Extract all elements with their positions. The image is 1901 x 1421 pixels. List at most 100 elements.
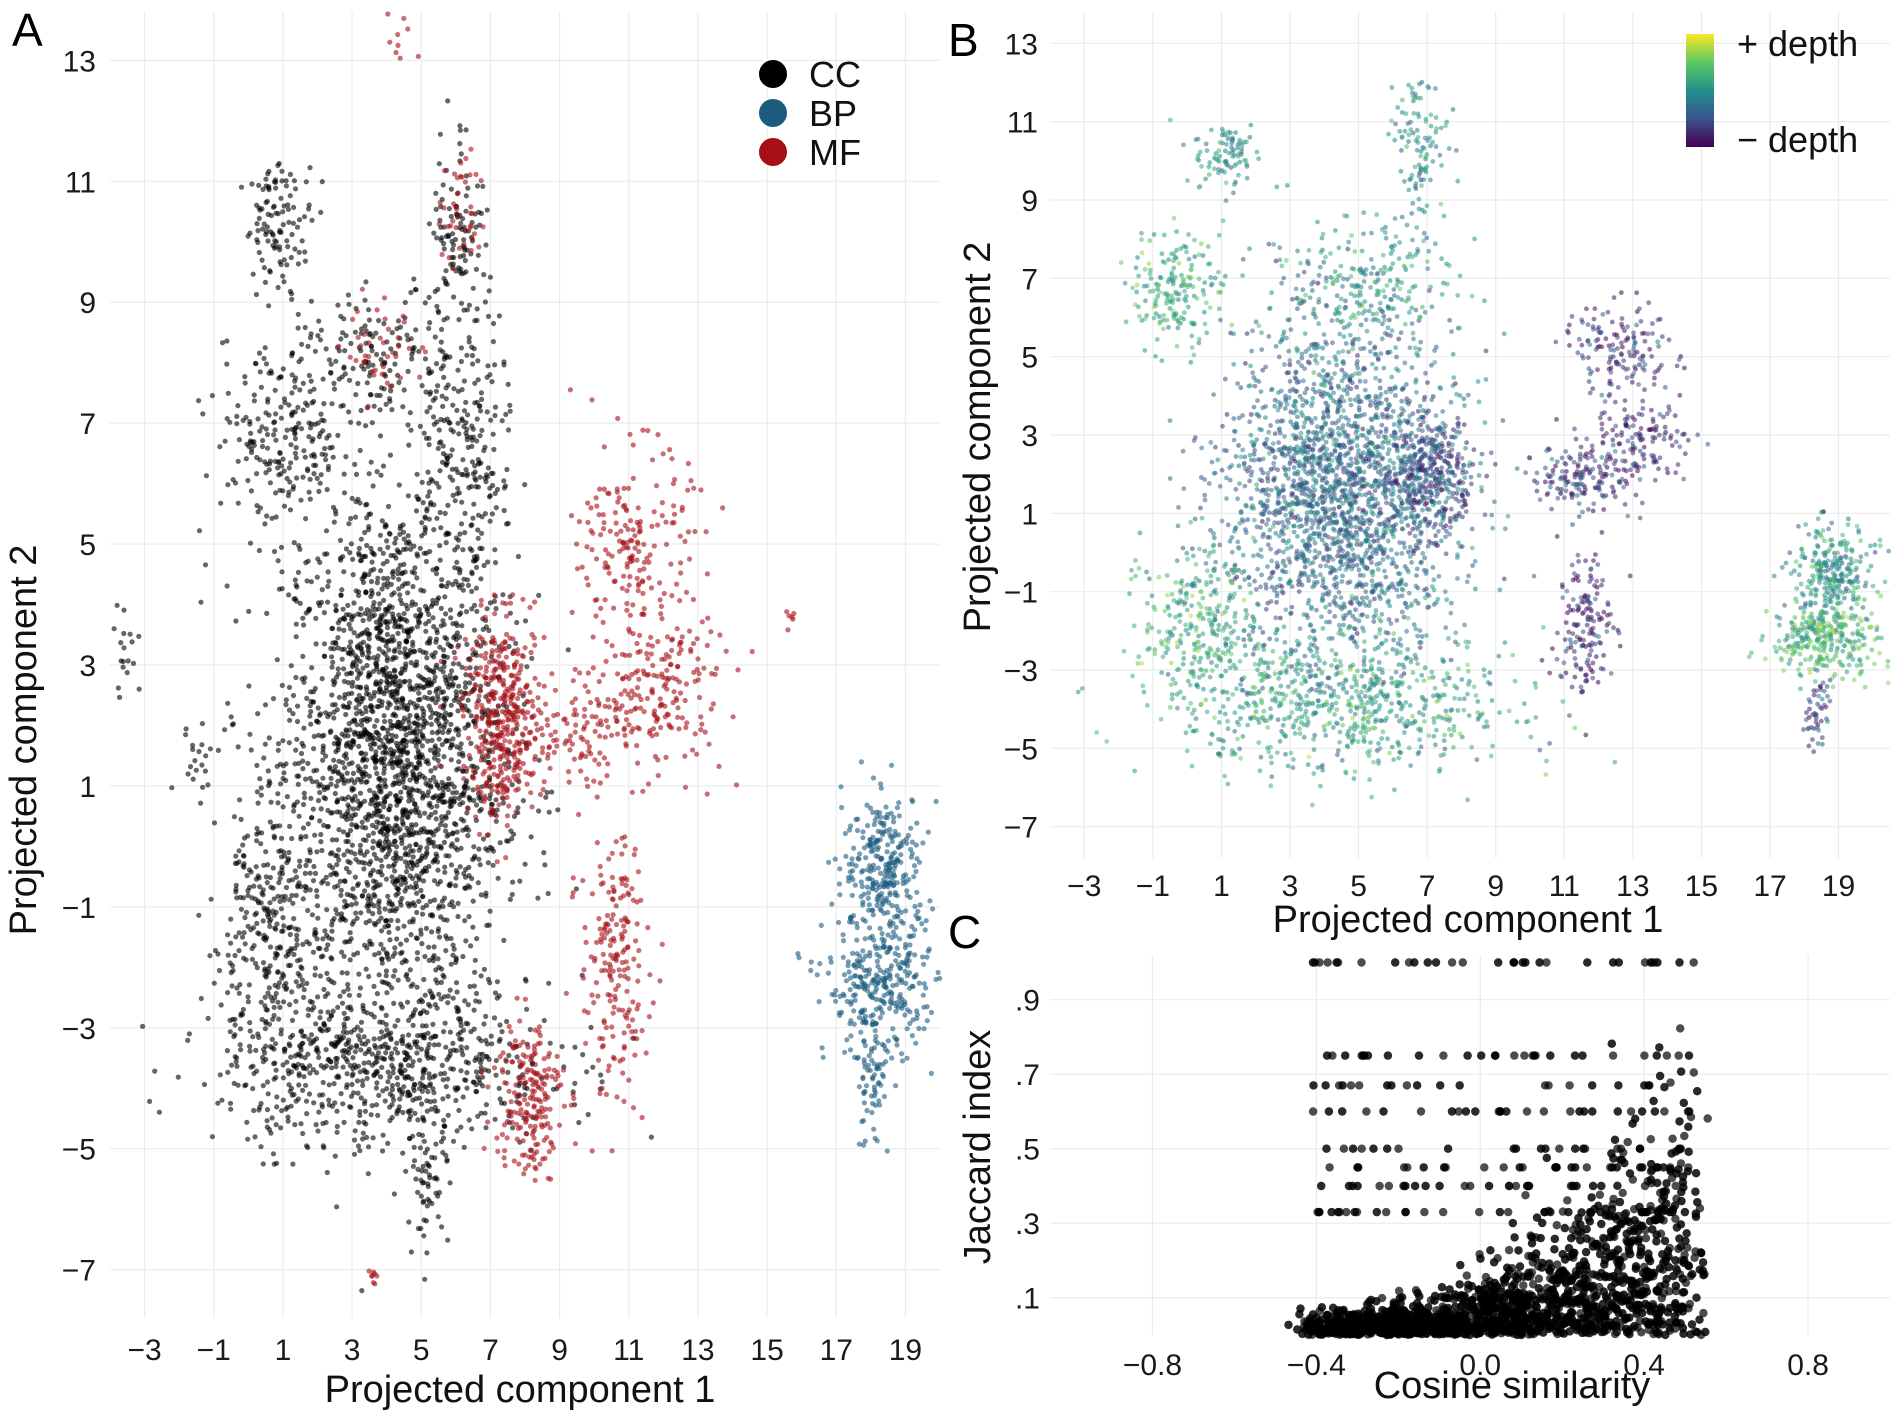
point-cc [356,992,362,998]
point-cc [251,1070,257,1077]
point-bp [867,837,873,843]
point-cc [383,794,389,800]
point-cc [433,190,439,196]
point-bp [850,950,856,957]
point-cc [413,830,419,836]
point-cc [261,355,267,362]
point-cc [405,702,411,709]
point-bp [872,817,878,823]
point-bp [829,901,835,907]
point-cc [486,494,493,500]
point-cc [373,879,379,885]
point-cc [207,746,213,752]
point-bp [875,898,881,904]
point-cc [492,1116,498,1122]
point-cc [489,511,495,517]
point-cc [443,1044,449,1050]
point-cc [371,892,377,898]
point-cc [377,546,383,552]
point-cc [401,1084,407,1090]
point-cc [232,1022,238,1028]
point-cc [281,983,287,989]
point-cc [365,833,372,839]
point-cc [312,870,319,877]
point-cc [393,733,399,740]
point-cc [275,791,281,797]
point-cc [382,799,388,805]
point-cc [193,767,199,773]
point-cc [309,453,315,459]
point-cc [356,971,362,977]
point-cc [440,1077,446,1083]
point-cc [432,743,438,749]
point-cc [367,941,373,947]
point-cc [254,221,260,227]
point-cc [415,1189,421,1195]
point-cc [467,546,473,552]
point-cc [411,1144,417,1150]
point-cc [446,1054,452,1060]
point-cc [279,682,285,689]
point-cc [420,1023,426,1029]
point-cc [349,760,355,766]
point-cc [424,849,430,855]
point-cc [383,784,389,790]
point-cc [405,422,411,428]
point-cc [389,1102,395,1108]
point-cc [402,667,408,673]
point-cc [237,982,243,988]
point-cc [240,842,246,848]
point-cc [336,626,342,632]
point-cc [478,390,484,396]
point-cc [388,674,394,680]
point-cc [457,123,463,129]
point-cc [299,341,305,347]
point-bp [841,993,847,999]
point-cc [471,844,477,850]
point-cc [435,308,441,314]
point-cc [243,909,250,916]
point-cc [401,611,407,617]
point-cc [350,572,356,578]
point-cc [341,953,347,959]
point-cc [196,398,202,404]
point-cc [448,186,454,192]
point-cc [301,994,307,1001]
point-cc [477,408,484,414]
point-cc [271,1061,277,1067]
point-cc [286,489,292,495]
point-cc [444,530,450,536]
point-cc [418,887,424,894]
point-cc [371,983,377,990]
point-cc [350,679,356,686]
point-cc [391,1097,397,1103]
point-cc [506,1052,512,1059]
point-bp [922,927,928,933]
point-cc [398,902,404,908]
point-bp [855,984,861,990]
point-bp [875,1040,881,1046]
point-cc [375,591,382,597]
point-cc [359,819,365,825]
point-cc [353,705,359,711]
point-cc [406,633,412,640]
point-cc [429,737,435,744]
point-cc [406,720,412,726]
point-cc [286,707,293,713]
point-cc [471,983,477,989]
point-cc [408,660,414,666]
point-cc [434,303,440,309]
point-cc [348,626,354,632]
point-cc [393,815,399,821]
point-cc [463,127,469,133]
point-cc [394,691,400,697]
point-cc [395,799,402,805]
point-bp [923,918,929,924]
point-cc [307,703,313,709]
point-cc [440,363,446,369]
point-cc [321,610,327,616]
point-cc [300,1065,307,1071]
point-cc [347,1104,353,1110]
point-cc [459,499,465,505]
